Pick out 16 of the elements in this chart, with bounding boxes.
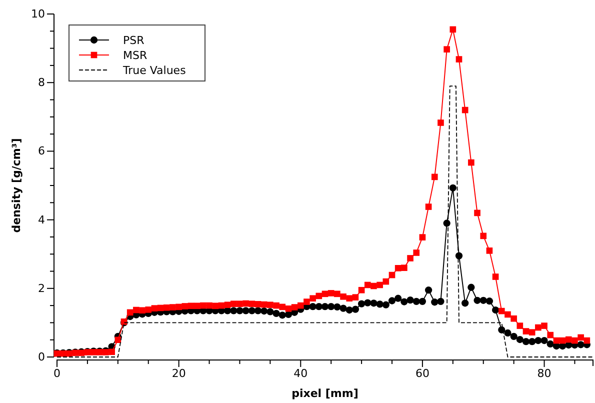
x-axis-title: pixel [mm]: [292, 387, 358, 400]
legend-label: MSR: [123, 49, 148, 62]
y-tick-label: 4: [38, 213, 45, 226]
legend-label: True Values: [122, 64, 186, 77]
x-tick-label: 60: [415, 366, 430, 380]
y-axis-title: density [g/cm³]: [10, 138, 23, 233]
y-tick-label: 8: [38, 76, 45, 90]
y-tick-label: 0: [38, 350, 45, 364]
legend-label: PSR: [123, 34, 145, 47]
x-tick-label: 80: [537, 366, 552, 380]
x-tick-label: 20: [172, 366, 186, 380]
x-tick-label: 0: [54, 366, 60, 380]
x-tick-label: 40: [294, 366, 308, 380]
y-tick-label: 2: [38, 282, 45, 295]
y-tick-label: 10: [31, 8, 45, 21]
y-tick-label: 6: [38, 144, 45, 158]
